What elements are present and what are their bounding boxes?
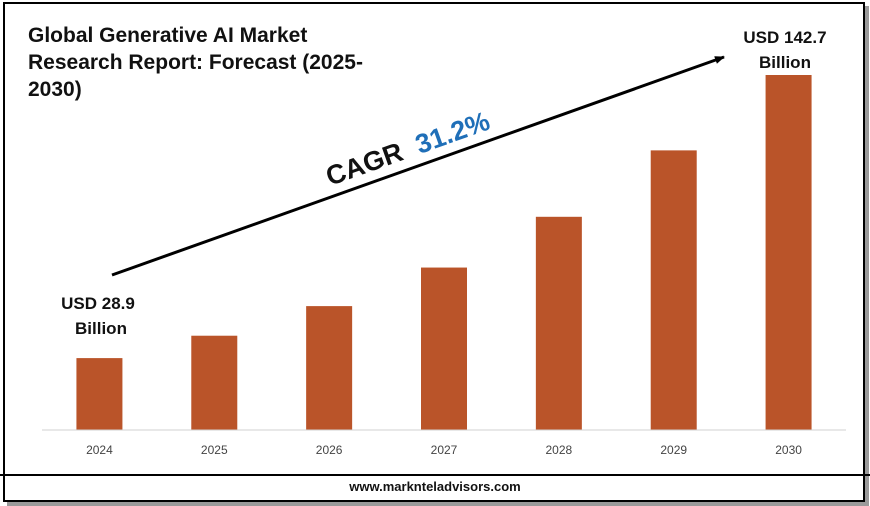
bar-2030 [765, 75, 812, 430]
bar-2028 [535, 216, 582, 430]
x-tick-label: 2025 [201, 443, 228, 457]
x-tick-label: 2029 [660, 443, 687, 457]
footer-website: www.marknteladvisors.com [349, 479, 521, 494]
end-value-unit: Billion [759, 53, 811, 72]
start-value-label: USD 28.9 [61, 294, 135, 313]
x-tick-label: 2030 [775, 443, 802, 457]
bar-2025 [191, 335, 238, 430]
cagr-prefix: CAGR [322, 137, 407, 192]
bar-2029 [650, 150, 697, 430]
x-tick-label: 2028 [546, 443, 573, 457]
chart-title: Global Generative AI Market Research Rep… [28, 24, 363, 101]
end-value-label: USD 142.7 [743, 28, 826, 47]
x-tick-label: 2024 [86, 443, 113, 457]
cagr-trend-arrow [111, 55, 725, 277]
bar-2026 [306, 306, 353, 430]
footer-divider [0, 474, 870, 476]
x-tick-label: 2027 [431, 443, 458, 457]
start-value-unit: Billion [75, 319, 127, 338]
cagr-value: 31.2% [411, 106, 493, 160]
x-tick-label: 2026 [316, 443, 343, 457]
bar-2027 [421, 267, 467, 430]
bar-2024 [76, 358, 123, 430]
